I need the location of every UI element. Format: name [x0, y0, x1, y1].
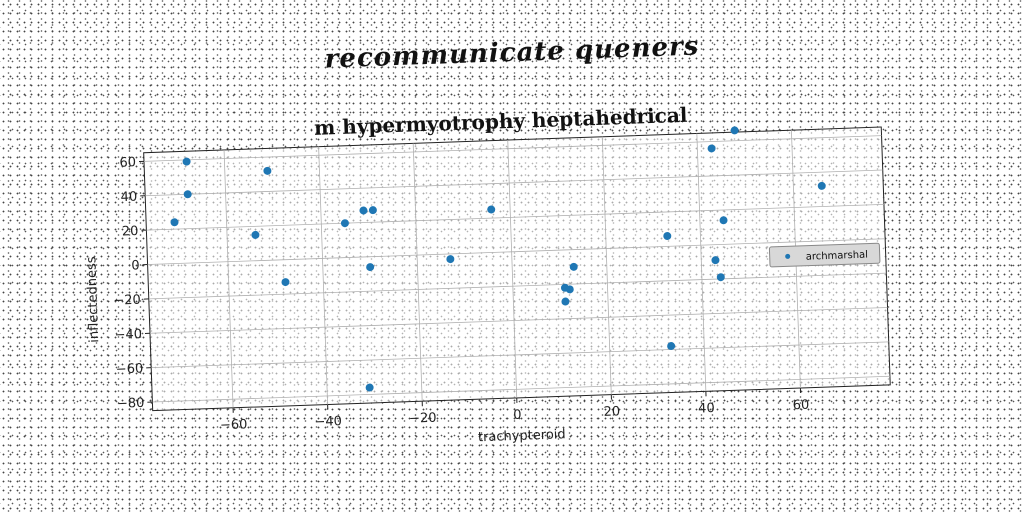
data-point [667, 342, 676, 351]
data-point [663, 232, 672, 241]
data-point [170, 218, 179, 227]
x-axis-ticks: −60 −40 −20 0 20 40 60 [220, 387, 810, 433]
plot-area [143, 126, 891, 412]
data-point [565, 285, 574, 294]
plot-group: −60 −40 −20 0 20 40 60 −80 −60 −40 −20 0 20 40 60 m h… [84, 103, 891, 445]
data-point [817, 181, 826, 190]
data-point [263, 166, 272, 175]
chart-title: m hypermyotrophy heptahedrical [314, 103, 688, 140]
data-point [366, 263, 375, 272]
data-point [183, 190, 192, 199]
y-tick-label: −60 [116, 361, 144, 377]
y-axis-ticks: −80 −60 −40 −20 0 20 40 60 [113, 155, 153, 412]
data-point [561, 297, 570, 306]
data-point [707, 144, 716, 153]
y-tick-label: −40 [114, 327, 142, 343]
data-point [340, 219, 349, 228]
data-point [182, 157, 191, 166]
data-point [569, 262, 578, 271]
x-axis-label: trachypteroid [478, 427, 566, 445]
x-tick-label: 0 [513, 408, 522, 423]
data-point [487, 205, 496, 214]
x-tick-label: −60 [220, 417, 248, 433]
y-grid-line [148, 272, 887, 300]
y-tick-label: −20 [113, 293, 141, 309]
x-tick-label: 40 [698, 401, 715, 417]
data-point [730, 126, 739, 135]
y-tick-label: 60 [119, 155, 136, 171]
data-point [368, 206, 377, 215]
y-tick-label: 40 [120, 190, 137, 206]
y-tick-label: 0 [131, 258, 140, 273]
x-tick-label: −20 [409, 411, 437, 427]
legend-marker [785, 253, 791, 259]
y-grid-line [152, 375, 890, 403]
y-tick-label: −80 [117, 396, 145, 412]
y-grid-line [147, 238, 886, 265]
x-tick-label: 20 [603, 404, 620, 420]
data-point [711, 256, 720, 265]
data-point [719, 216, 728, 225]
data-point [365, 383, 374, 392]
data-point [716, 273, 725, 282]
y-grid-line [149, 307, 888, 334]
x-tick-label: −40 [314, 414, 342, 430]
x-tick-label: 60 [792, 398, 809, 414]
y-grid-line [143, 135, 882, 162]
legend: archmarshal [768, 242, 881, 268]
grid-lines [143, 130, 890, 408]
legend-box [768, 242, 881, 268]
y-grid-line [145, 169, 883, 197]
y-axis-label: inflectedness [84, 256, 102, 343]
legend-label: archmarshal [806, 250, 869, 263]
data-point [251, 230, 260, 239]
y-grid-line [146, 203, 884, 231]
data-point [446, 255, 455, 264]
y-grid-line [151, 341, 889, 369]
data-point [359, 206, 368, 215]
data-point [281, 278, 290, 287]
data-points [170, 126, 852, 392]
y-tick-label: 20 [122, 224, 139, 240]
